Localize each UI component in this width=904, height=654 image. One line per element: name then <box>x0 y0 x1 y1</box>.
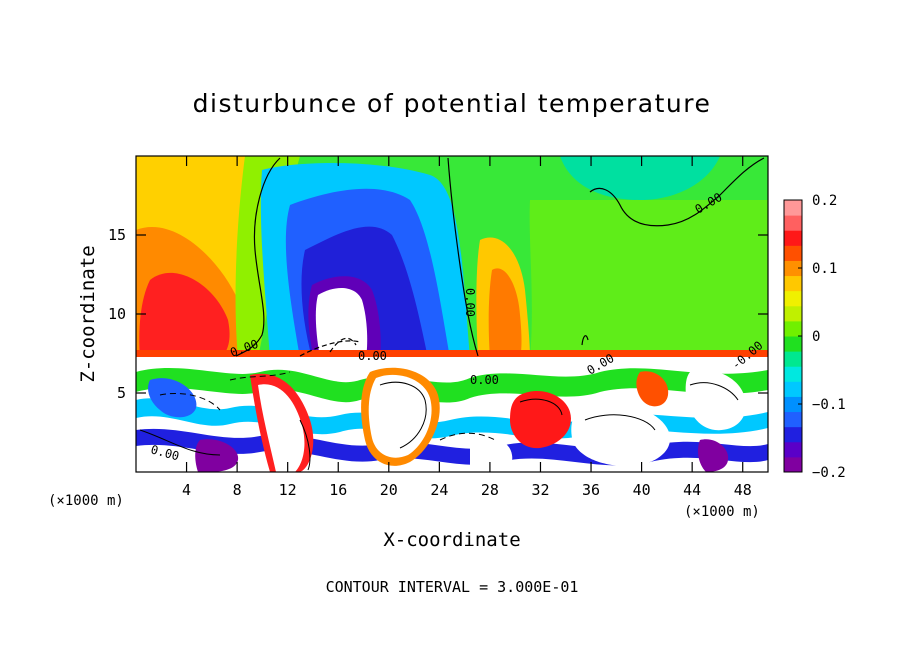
contour-interval-note: CONTOUR INTERVAL = 3.000E-01 <box>326 578 579 596</box>
turbulent-layer <box>136 357 768 472</box>
y-tick-label: 10 <box>108 305 126 323</box>
x-tick-label: 8 <box>233 481 242 499</box>
x-tick-label: 40 <box>633 481 651 499</box>
colorbar-swatch <box>784 230 802 246</box>
field-lime-right <box>529 200 768 358</box>
contour-label: 0.00 <box>463 288 477 317</box>
contour-lines <box>235 157 765 357</box>
colorbar-swatch <box>784 366 802 382</box>
colorbar-swatch <box>784 351 802 367</box>
y-tick-label: 5 <box>117 384 126 402</box>
colorbar-swatch <box>784 200 802 216</box>
field-hot-left <box>139 272 230 358</box>
colorbar-swatch <box>784 305 802 322</box>
colorbar-tick-label: 0.1 <box>812 261 837 277</box>
x-tick-label: 16 <box>329 481 347 499</box>
colorbar-tick-label: 0 <box>812 329 820 345</box>
x-unit-right: (×1000 m) <box>684 504 760 520</box>
colorbar-tick-label: −0.1 <box>812 397 846 413</box>
field-white-core <box>315 288 368 358</box>
colorbar-swatch <box>784 260 802 277</box>
x-tick-label: 24 <box>430 481 448 499</box>
x-tick-label: 12 <box>279 481 297 499</box>
colorbar-swatch <box>784 456 802 473</box>
colorbar-tick-label: 0.2 <box>812 193 837 209</box>
colorbar: 0.2 0.1 0 −0.1 −0.2 <box>783 193 846 481</box>
x-tick-label: 28 <box>481 481 499 499</box>
colorbar-swatch <box>784 290 802 307</box>
boundary-band <box>136 350 768 358</box>
chart-title: disturbunce of potential temperature <box>193 89 712 118</box>
colorbar-tick-label: −0.2 <box>812 465 846 481</box>
x-unit-left: (×1000 m) <box>48 493 124 509</box>
colorbar-swatch <box>784 426 802 443</box>
contour-label: 0.00 <box>358 349 387 363</box>
contour-label: 0.00 <box>470 373 499 387</box>
plot-area <box>136 156 768 472</box>
colorbar-swatch <box>784 215 802 231</box>
y-tick-label: 15 <box>108 226 126 244</box>
colorbar-swatch <box>784 396 802 413</box>
x-axis-label: X-coordinate <box>383 529 520 551</box>
colorbar-swatch <box>784 441 802 458</box>
y-axis-label: Z-coordinate <box>77 245 99 382</box>
x-tick-label: 4 <box>182 481 191 499</box>
colorbar-swatch <box>784 411 802 428</box>
x-tick-label: 20 <box>380 481 398 499</box>
x-tick-label: 48 <box>734 481 752 499</box>
colorbar-swatch <box>784 336 802 352</box>
colorbar-swatch <box>784 381 802 397</box>
x-tick-label: 32 <box>531 481 549 499</box>
x-tick-label: 44 <box>683 481 701 499</box>
colorbar-swatch <box>784 245 802 261</box>
x-tick-label: 36 <box>582 481 600 499</box>
field-orange-right <box>488 268 522 358</box>
colorbar-swatch <box>784 275 802 292</box>
colorbar-swatch <box>784 320 802 337</box>
